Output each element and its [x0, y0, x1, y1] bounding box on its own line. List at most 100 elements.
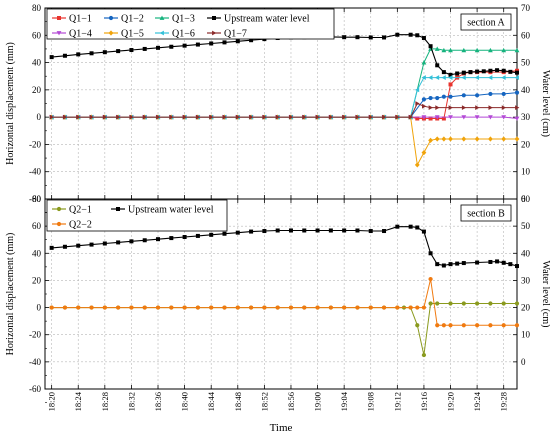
legend-label: Q1−1: [69, 14, 92, 25]
data-point: [156, 114, 161, 120]
legend-item: Q1−1: [52, 14, 92, 25]
data-point: [355, 114, 360, 120]
data-point: [475, 105, 480, 110]
data-point: [421, 305, 427, 310]
left-tick-label: 40: [32, 58, 42, 68]
data-point: [209, 41, 214, 46]
data-point: [209, 114, 214, 120]
data-point: [209, 305, 214, 310]
data-point: [461, 136, 467, 142]
data-point: [249, 229, 254, 234]
legend-item: Q1−7: [207, 29, 247, 40]
legend-item: Q1−5: [104, 29, 144, 40]
legend-item: Q1−4: [52, 29, 92, 40]
data-point: [315, 114, 320, 120]
data-point: [342, 114, 347, 120]
data-point: [116, 114, 121, 120]
right-tick-label: 20: [521, 139, 531, 149]
data-point: [428, 251, 433, 256]
legend-label: Q2−1: [69, 205, 92, 216]
data-point: [501, 136, 507, 142]
data-point: [501, 301, 506, 306]
legend-swatch-marker: [56, 31, 62, 36]
data-point: [448, 323, 453, 328]
left-tick-label: -40: [29, 357, 41, 367]
x-tick-label: 18:28: [100, 392, 110, 411]
panel-section-a: -60 -40 -20 0 20 40 60 80 0 10 20 30 40 50 60 70 Horizon…: [5, 3, 550, 213]
x-tick-label: 18:48: [233, 392, 243, 411]
x-tick-label: 18:52: [259, 392, 269, 411]
data-point: [355, 35, 360, 40]
panel-section-b: -60 -40 -20 0 20 40 60 80 0 10 20 30 40 50 60 Horizonta…: [5, 194, 550, 403]
x-tick-label: 19:00: [313, 392, 323, 411]
left-axis-title: Horizontal displacement (mm): [5, 233, 16, 356]
data-point: [428, 95, 433, 101]
data-point: [448, 115, 453, 120]
series-upstream-water-level: [49, 32, 519, 77]
data-point: [475, 69, 480, 74]
data-point: [448, 136, 453, 142]
right-tick-label: 0: [521, 357, 526, 367]
legend-label: Q2−2: [69, 220, 92, 231]
right-axis-title: Water level (cm): [540, 261, 550, 328]
data-point: [368, 35, 373, 40]
series-line: [51, 116, 517, 167]
data-point: [415, 33, 420, 38]
data-point: [461, 323, 466, 328]
right-tick-label: 60: [521, 30, 531, 40]
data-point: [275, 305, 280, 310]
legend-label: Q1−2: [121, 14, 144, 25]
right-tick-label: 40: [521, 85, 531, 95]
x-tick-label: 18:36: [153, 392, 163, 411]
legend-box: [46, 8, 335, 40]
data-point: [421, 97, 427, 102]
data-point: [488, 301, 493, 306]
data-point: [441, 136, 447, 142]
data-point: [421, 352, 427, 358]
data-point: [89, 305, 94, 310]
data-point: [302, 114, 307, 120]
data-point: [501, 323, 506, 328]
data-point: [501, 91, 506, 97]
data-point: [474, 75, 480, 80]
right-tick-label: 30: [521, 112, 531, 122]
left-tick-label: 60: [32, 221, 42, 231]
x-tick-label: 19:24: [472, 391, 482, 411]
data-point: [448, 105, 453, 110]
data-point: [495, 259, 500, 264]
series-line: [51, 48, 517, 118]
data-point: [328, 305, 333, 310]
data-point: [448, 47, 453, 53]
data-point: [488, 47, 493, 53]
data-point: [395, 32, 400, 37]
series-upstream-water-level: [49, 224, 519, 269]
data-point: [275, 114, 281, 120]
data-point: [488, 323, 493, 328]
data-point: [515, 105, 520, 110]
data-point: [501, 75, 506, 80]
x-tick-label: 19:28: [499, 392, 509, 411]
data-point: [169, 44, 174, 49]
series-line: [51, 92, 518, 118]
data-point: [302, 228, 307, 233]
data-point: [368, 305, 373, 310]
legend-swatch-marker: [56, 221, 62, 227]
right-tick-label: 20: [521, 303, 531, 313]
data-point: [195, 42, 200, 47]
data-point: [474, 115, 480, 120]
data-point: [342, 305, 347, 310]
data-point: [142, 114, 148, 120]
data-point: [222, 305, 227, 310]
data-point: [408, 114, 414, 120]
data-point: [415, 116, 420, 121]
data-point: [415, 225, 420, 230]
data-point: [382, 114, 387, 120]
left-tick-label: 80: [32, 3, 42, 13]
data-point: [395, 305, 400, 310]
legend-label: Q1−4: [69, 29, 92, 40]
data-point: [169, 114, 174, 120]
data-point: [488, 136, 493, 142]
data-point: [156, 45, 161, 50]
data-point: [328, 228, 333, 233]
data-point: [368, 114, 374, 120]
